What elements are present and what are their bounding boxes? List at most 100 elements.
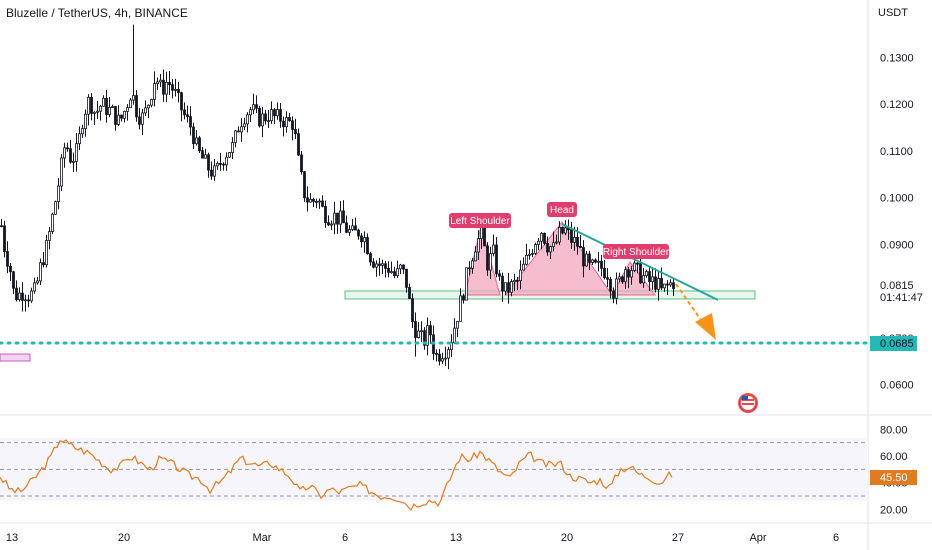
rsi-line[interactable] (0, 439, 673, 512)
candle (384, 260, 387, 278)
candle (60, 154, 63, 192)
time-axis[interactable]: 13 20 Mar 6 13 20 27 Apr 6 (6, 532, 839, 544)
candle (438, 348, 441, 366)
axis-unit-label: USDT (878, 7, 908, 19)
candle (120, 114, 123, 122)
candle (375, 260, 378, 277)
candle (351, 218, 354, 232)
candle (345, 215, 348, 234)
svg-text:Right Shoulder: Right Shoulder (603, 247, 670, 258)
svg-text:01:41:47: 01:41:47 (880, 292, 923, 304)
left-shoulder-label[interactable]: Left Shoulder (449, 213, 511, 228)
candle (165, 71, 168, 103)
candle (36, 277, 39, 285)
candle (51, 212, 54, 235)
candle (123, 110, 126, 123)
candle (531, 249, 534, 258)
candle (105, 90, 108, 123)
right-shoulder-label[interactable]: Right Shoulder (603, 244, 670, 259)
candle (633, 260, 636, 273)
candle (237, 126, 240, 133)
candle (621, 275, 624, 284)
candle (585, 250, 588, 267)
candle (354, 217, 357, 231)
head-label[interactable]: Head (547, 202, 577, 217)
candle (453, 318, 456, 344)
price-tick-2: 0.1100 (880, 146, 913, 158)
left-offscreen-marker[interactable] (0, 353, 31, 362)
candle (102, 95, 105, 107)
candle (543, 232, 546, 246)
candle (363, 231, 366, 253)
candle (654, 268, 657, 293)
candle (369, 251, 372, 266)
candle (246, 112, 249, 133)
candle (396, 260, 399, 278)
candle (201, 147, 204, 159)
candle (414, 312, 417, 357)
candle (537, 238, 540, 251)
candle (156, 77, 159, 90)
candle (252, 93, 255, 115)
candle (645, 269, 648, 278)
candle (174, 78, 177, 97)
candle (93, 111, 96, 125)
candle (168, 71, 171, 96)
candle (672, 279, 675, 297)
candle (504, 282, 507, 295)
candle (402, 264, 405, 274)
candle (441, 352, 444, 364)
candle (291, 116, 294, 141)
candle (183, 102, 186, 120)
candle (588, 250, 591, 271)
neckline-trendline[interactable] (561, 223, 719, 301)
svg-text:Head: Head (550, 205, 574, 216)
rsi-level-lines (0, 442, 868, 497)
projection-arrow[interactable] (675, 283, 716, 340)
candle (195, 130, 198, 146)
price-tick-4: 0.0900 (880, 239, 914, 251)
candle (288, 113, 291, 122)
candle (612, 287, 615, 304)
candle (135, 90, 138, 122)
candle (429, 321, 432, 345)
time-tick-5: 20 (561, 532, 573, 544)
candle (12, 270, 15, 295)
candle (372, 258, 375, 269)
candle (339, 201, 342, 233)
candle (276, 102, 279, 120)
candle (309, 193, 312, 203)
svg-text:Left Shoulder: Left Shoulder (450, 216, 510, 227)
price-tick-3: 0.1000 (880, 193, 914, 205)
candle (642, 268, 645, 288)
candle (153, 71, 156, 107)
candle (435, 349, 438, 362)
candle (486, 242, 489, 276)
candle (591, 258, 594, 265)
candle (138, 108, 141, 130)
price-axis[interactable]: 0.13000.12000.11000.10000.09000.07000.06… (880, 52, 914, 391)
candle (540, 232, 543, 250)
candle (462, 293, 465, 304)
candle (528, 249, 531, 260)
candle (45, 234, 48, 268)
candle (525, 243, 528, 266)
candle (408, 283, 411, 300)
rsi-value-badge: 45.50 (870, 470, 917, 485)
candle (15, 280, 18, 302)
candle (579, 234, 582, 248)
candle (495, 237, 498, 278)
time-tick-0: 13 (6, 532, 18, 544)
candle (255, 95, 258, 114)
candle (21, 282, 24, 312)
candlestick-series[interactable] (0, 24, 675, 370)
candle (630, 265, 633, 285)
candle (228, 152, 231, 158)
candle (468, 261, 471, 276)
candle (507, 273, 510, 304)
candle (282, 116, 285, 137)
candle (48, 226, 51, 250)
candle (258, 105, 261, 128)
flag-icon[interactable] (738, 393, 758, 413)
